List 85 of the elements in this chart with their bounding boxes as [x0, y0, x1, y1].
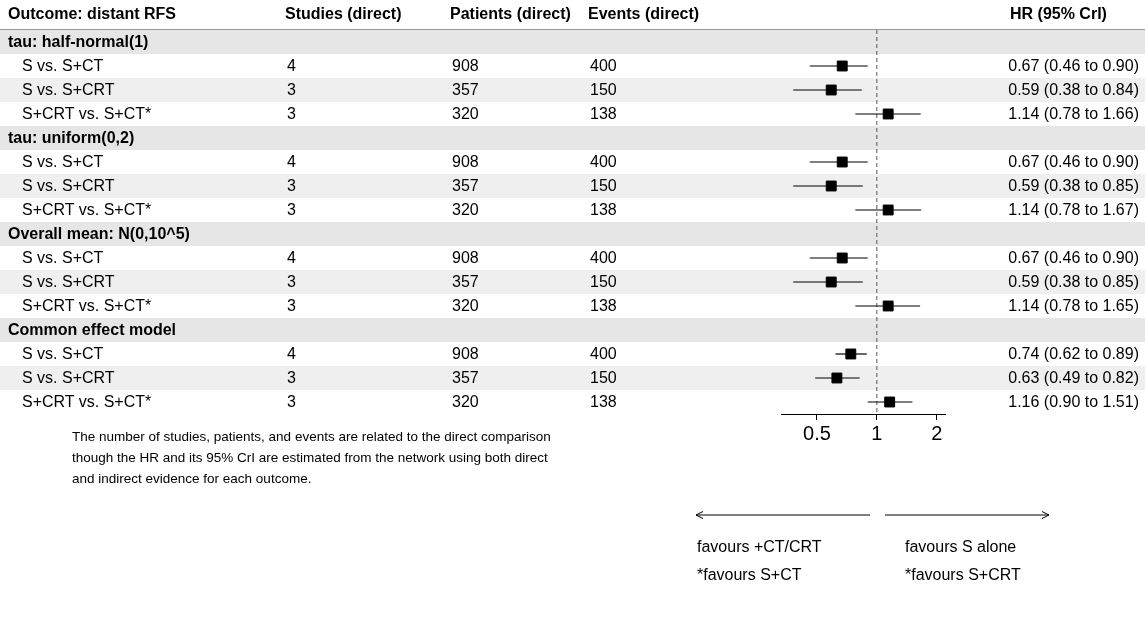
data-label: 0.59 (0.38 to 0.85) — [1008, 273, 1139, 291]
data-label: 400 — [590, 57, 617, 75]
text: *favours S+CT — [697, 566, 802, 584]
category-label: S vs. S+CRT — [22, 177, 115, 195]
data-label: 320 — [452, 105, 479, 123]
data-label: 4 — [287, 249, 296, 267]
data-label: 908 — [452, 345, 479, 363]
data-label: 357 — [452, 177, 479, 195]
data-label: 320 — [452, 201, 479, 219]
text: Studies (direct) — [285, 5, 402, 23]
x-tick-label: 0.5 — [803, 421, 831, 444]
data-label: 3 — [287, 369, 296, 387]
data-label: 4 — [287, 345, 296, 363]
data-label: 357 — [452, 81, 479, 99]
category-label: S+CRT vs. S+CT* — [22, 105, 152, 123]
data-label: 1.14 (0.78 to 1.66) — [1008, 105, 1139, 123]
category-label: S+CRT vs. S+CT* — [22, 201, 152, 219]
data-label: 4 — [287, 57, 296, 75]
text: Events (direct) — [588, 5, 700, 23]
category-label: tau: uniform(0,2) — [8, 129, 135, 147]
data-label: 1.14 (0.78 to 1.67) — [1008, 201, 1139, 219]
category-label: S vs. S+CRT — [22, 369, 115, 387]
x-tick-label: 2 — [931, 421, 943, 444]
data-label: 3 — [287, 177, 296, 195]
data-label: 138 — [590, 201, 617, 219]
data-label: 138 — [590, 393, 617, 411]
data-label: 908 — [452, 249, 479, 267]
category-label: Common effect model — [8, 321, 177, 339]
data-label: 400 — [590, 153, 617, 171]
text: Patients (direct) — [450, 5, 571, 23]
data-label: 4 — [287, 153, 296, 171]
data-label: 3 — [287, 105, 296, 123]
point — [836, 252, 848, 264]
category-label: S+CRT vs. S+CT* — [22, 393, 152, 411]
point — [882, 108, 894, 120]
data-label: 150 — [590, 177, 617, 195]
text: The number of studies, patients, and events are related to the direct comparison though the HR and its 95% CrI are estimated from the network using both direct and indirect evidence for each outcome. — [72, 428, 552, 488]
data-label: 357 — [452, 273, 479, 291]
data-label: 150 — [590, 81, 617, 99]
category-label: S vs. S+CT — [22, 153, 104, 171]
data-label: 1.14 (0.78 to 1.65) — [1008, 297, 1139, 315]
point — [882, 300, 894, 312]
data-label: 3 — [287, 201, 296, 219]
text: favours +CT/CRT — [697, 538, 822, 556]
point — [836, 156, 848, 168]
data-label: 0.63 (0.49 to 0.82) — [1008, 369, 1139, 387]
data-label: 3 — [287, 273, 296, 291]
point — [831, 372, 843, 384]
data-label: 3 — [287, 81, 296, 99]
data-label: 908 — [452, 153, 479, 171]
data-label: 3 — [287, 393, 296, 411]
data-label: 320 — [452, 297, 479, 315]
data-label: 150 — [590, 369, 617, 387]
data-label: 400 — [590, 345, 617, 363]
data-label: 1.16 (0.90 to 1.51) — [1008, 393, 1139, 411]
data-label: 150 — [590, 273, 617, 291]
text: favours S alone — [905, 538, 1017, 556]
data-label: 0.67 (0.46 to 0.90) — [1008, 57, 1139, 75]
category-label: S vs. S+CT — [22, 345, 104, 363]
data-label: 0.67 (0.46 to 0.90) — [1008, 153, 1139, 171]
category-label: S vs. S+CRT — [22, 273, 115, 291]
data-label: 320 — [452, 393, 479, 411]
data-label: 138 — [590, 105, 617, 123]
data-label: 3 — [287, 297, 296, 315]
data-label: 908 — [452, 57, 479, 75]
text: Outcome: distant RFS — [8, 5, 177, 23]
category-label: S vs. S+CRT — [22, 81, 115, 99]
data-label: 138 — [590, 297, 617, 315]
point — [884, 396, 896, 408]
x-tick-label: 1 — [871, 421, 883, 444]
data-label: 0.67 (0.46 to 0.90) — [1008, 249, 1139, 267]
data-label: 400 — [590, 249, 617, 267]
data-label: 0.74 (0.62 to 0.89) — [1008, 345, 1139, 363]
text: *favours S+CRT — [905, 566, 1021, 584]
category-label: S+CRT vs. S+CT* — [22, 297, 152, 315]
category-label: tau: half-normal(1) — [8, 33, 149, 51]
data-label: 357 — [452, 369, 479, 387]
point — [836, 60, 848, 72]
category-label: S vs. S+CT — [22, 249, 104, 267]
data-label: 0.59 (0.38 to 0.84) — [1008, 81, 1139, 99]
category-label: S vs. S+CT — [22, 57, 104, 75]
data-label: 0.59 (0.38 to 0.85) — [1008, 177, 1139, 195]
text: HR (95% CrI) — [1010, 5, 1107, 23]
point — [882, 204, 894, 216]
category-label: Overall mean: N(0,10^5) — [8, 225, 190, 243]
